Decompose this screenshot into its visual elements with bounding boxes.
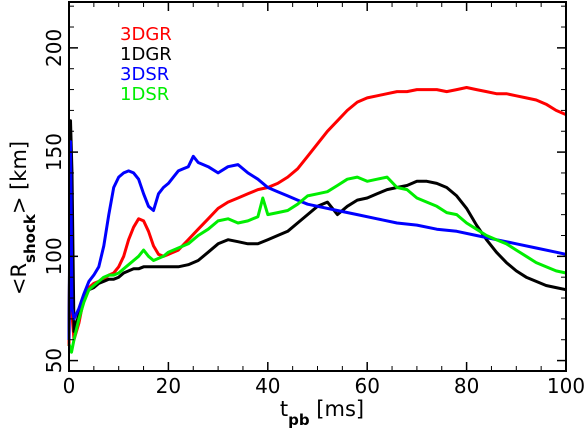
series-line-3dsr <box>67 140 567 340</box>
x-tick-label: 100 <box>547 374 585 398</box>
y-tick-label: 150 <box>42 133 66 171</box>
x-axis-label: tpb [ms] <box>280 397 364 429</box>
y-axis-label-post: > [km] <box>7 141 31 214</box>
legend-label-3dsr: 3DSR <box>120 64 169 85</box>
x-tick-label: 20 <box>156 374 181 398</box>
y-axis-label-pre: <R <box>7 263 31 295</box>
x-tick-label: 60 <box>354 374 379 398</box>
series-line-3dgr <box>67 86 567 347</box>
y-axis-label: <Rshock> [km] <box>7 141 39 295</box>
y-axis-label-sub: shock <box>21 213 39 263</box>
legend-label-1dsr: 1DSR <box>120 84 169 105</box>
y-tick-label: 50 <box>42 348 66 373</box>
series-line-1dsr <box>67 175 567 354</box>
x-axis-label-main: t <box>280 397 288 421</box>
series-line-1dgr <box>67 119 567 340</box>
axis-ticks: 0 20 40 60 80 100 50 100 150 200 <box>42 2 585 398</box>
x-axis-label-rest: [ms] <box>310 397 364 421</box>
x-tick-label: 80 <box>454 374 479 398</box>
series-lines <box>67 86 567 354</box>
x-tick-label: 0 <box>63 374 76 398</box>
legend-label-1dgr: 1DGR <box>120 44 172 65</box>
y-tick-label: 200 <box>42 29 66 67</box>
legend-label-3dgr: 3DGR <box>120 24 172 45</box>
x-tick-label: 40 <box>255 374 280 398</box>
y-tick-label: 100 <box>42 237 66 275</box>
x-axis-label-sub: pb <box>288 411 310 429</box>
